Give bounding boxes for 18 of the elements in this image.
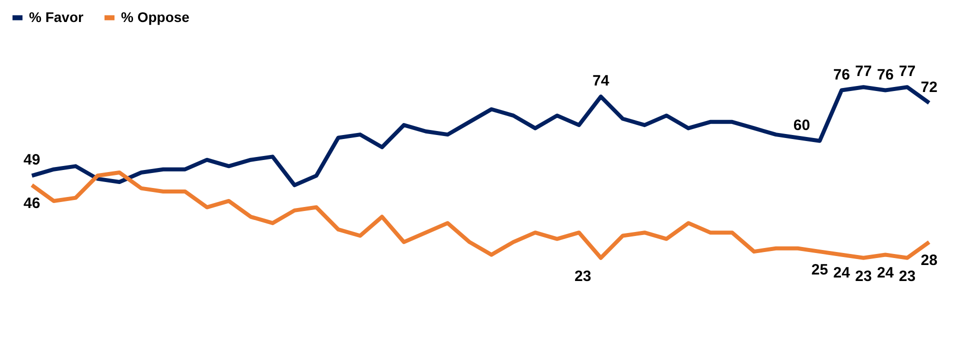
legend-label: % Oppose <box>121 8 190 25</box>
data-label: 60 <box>793 116 810 134</box>
data-label: 77 <box>898 63 916 80</box>
data-label: 23 <box>574 268 592 285</box>
data-label: 74 <box>592 72 610 90</box>
data-label: 25 <box>811 262 828 279</box>
data-label: 46 <box>24 195 40 212</box>
data-label: 24 <box>833 264 851 282</box>
data-label: 76 <box>833 66 850 84</box>
data-label: 77 <box>855 63 872 80</box>
data-label: 76 <box>877 66 894 84</box>
data-label: 23 <box>898 268 916 285</box>
data-label: 72 <box>920 78 938 96</box>
data-label: 24 <box>877 264 894 282</box>
data-label: 28 <box>920 252 938 270</box>
data-label: 49 <box>24 152 40 169</box>
data-label: 23 <box>855 268 872 285</box>
legend-label: % Favor <box>29 8 84 25</box>
